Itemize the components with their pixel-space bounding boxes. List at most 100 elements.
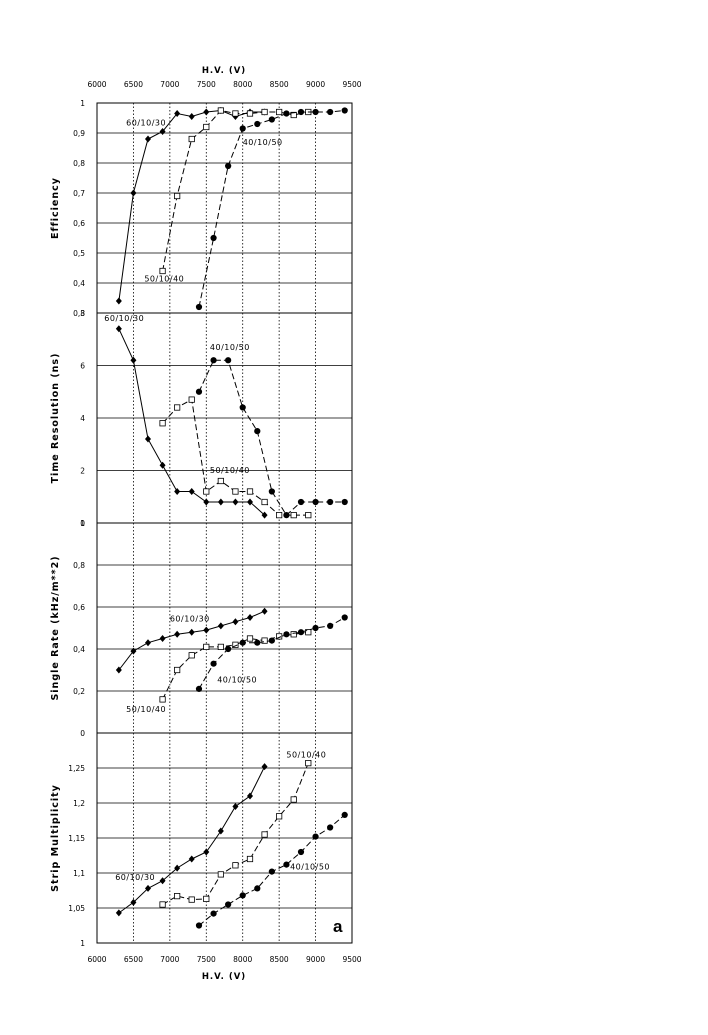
point-60-10-30-8100	[247, 498, 253, 506]
point-50-10-40-8900	[305, 760, 312, 767]
point-50-10-40-7300	[188, 396, 195, 403]
y-tick-label: 0	[80, 729, 85, 738]
point-40-10-50-7800	[225, 162, 232, 170]
point-50-10-40-7900	[232, 641, 239, 648]
point-50-10-40-8900	[305, 512, 312, 519]
point-50-10-40-6900	[159, 901, 166, 908]
x-tick-top-7000: 7000	[160, 80, 179, 89]
point-40-10-50-8400	[268, 868, 275, 875]
point-60-10-30-7500	[203, 498, 210, 506]
y-tick-label: 0,9	[73, 129, 85, 138]
point-50-10-40-7300	[188, 896, 195, 903]
point-50-10-40-8500	[276, 108, 283, 116]
plot-frame	[96, 102, 353, 314]
series-40-10-50	[195, 107, 348, 311]
x-tick-bottom-6500: 6500	[124, 955, 143, 964]
point-40-10-50-8000	[239, 404, 246, 411]
point-60-10-30-6500	[130, 189, 137, 197]
point-60-10-30-7500	[203, 108, 210, 116]
x-tick-bottom-7000: 7000	[160, 955, 179, 964]
series-annotation-50-10-40: 50/10/40	[286, 751, 326, 760]
point-50-10-40-8100	[246, 635, 254, 642]
point-40-10-50-9000	[312, 624, 319, 632]
series-60-10-30	[115, 763, 268, 917]
x-tick-top-6000: 6000	[87, 80, 106, 89]
x-tick-bottom-9500: 9500	[342, 955, 361, 964]
point-40-10-50-8600	[283, 110, 290, 117]
y-tick-label: 6	[80, 362, 85, 371]
y-tick-label: 1,25	[68, 764, 85, 773]
point-50-10-40-8300	[261, 831, 268, 838]
y-tick-label: 2	[80, 467, 85, 476]
point-40-10-50-9200	[327, 824, 334, 831]
point-60-10-30-7900	[232, 498, 239, 506]
point-40-10-50-7400	[195, 922, 203, 929]
point-60-10-30-7700	[217, 498, 224, 506]
point-40-10-50-9000	[312, 498, 319, 506]
point-50-10-40-8500	[276, 813, 283, 820]
point-60-10-30-6900	[159, 461, 166, 469]
point-50-10-40-8100	[246, 855, 254, 863]
series-annotation-40-10-50: 40/10/50	[290, 863, 330, 872]
series-annotation-50-10-40: 50/10/40	[144, 275, 184, 284]
point-60-10-30-7900	[232, 618, 239, 626]
point-60-10-30-6700	[145, 435, 151, 443]
point-60-10-30-7300	[188, 628, 195, 636]
y-tick-label: 0	[80, 519, 85, 528]
y-tick-label: 0,3	[73, 309, 85, 318]
y-tick-label: 1	[80, 519, 85, 528]
point-50-10-40-6900	[159, 420, 166, 427]
point-40-10-50-9400	[341, 614, 348, 621]
point-40-10-50-8200	[254, 885, 261, 892]
point-40-10-50-8400	[268, 488, 275, 495]
point-40-10-50-7800	[225, 357, 232, 364]
point-50-10-40-8100	[246, 110, 254, 117]
series-annotation-60-10-30: 60/10/30	[115, 873, 155, 882]
point-60-10-30-6300	[115, 666, 122, 674]
series-annotation-50-10-40: 50/10/40	[210, 466, 250, 475]
y-tick-label: 1	[80, 939, 85, 948]
y-axis-label: Single Rate (kHz/m**2)	[50, 555, 61, 700]
point-50-10-40-8500	[276, 512, 283, 519]
point-40-10-50-8200	[254, 639, 261, 646]
point-50-10-40-7900	[232, 110, 239, 117]
y-axis-label: Efficiency	[50, 177, 61, 239]
series-annotation-50-10-40: 50/10/40	[126, 705, 166, 714]
y-tick-label: 0,7	[73, 189, 85, 198]
y-tick-label: 0,6	[73, 219, 85, 228]
point-50-10-40-7500	[203, 895, 210, 903]
series-40-10-50	[195, 811, 348, 929]
point-60-10-30-6300	[115, 909, 122, 917]
series-annotation-40-10-50: 40/10/50	[217, 676, 257, 685]
point-40-10-50-9400	[341, 107, 348, 114]
point-60-10-30-7700	[217, 827, 224, 835]
point-40-10-50-8000	[239, 639, 246, 646]
y-axis-label: Strip Multiplicity	[50, 784, 61, 892]
point-40-10-50-7400	[195, 685, 203, 693]
y-tick-label: 0,6	[73, 603, 85, 612]
point-40-10-50-8400	[268, 116, 275, 123]
point-50-10-40-8300	[261, 637, 268, 644]
point-40-10-50-8600	[283, 861, 290, 868]
x-tick-top-8000: 8000	[233, 80, 252, 89]
y-tick-label: 8	[80, 309, 85, 318]
point-40-10-50-9000	[312, 833, 319, 840]
point-40-10-50-8600	[283, 512, 290, 519]
x-tick-top-9000: 9000	[306, 80, 325, 89]
point-50-10-40-6900	[159, 267, 166, 275]
y-tick-label: 0,5	[73, 249, 85, 258]
point-50-10-40-8100	[246, 488, 254, 495]
point-60-10-30-8100	[247, 792, 253, 800]
y-tick-label: 0,8	[73, 159, 85, 168]
x-tick-top-9500: 9500	[342, 80, 361, 89]
x-tick-top-7500: 7500	[197, 80, 216, 89]
series-annotation-60-10-30: 60/10/30	[170, 615, 210, 624]
point-60-10-30-7100	[174, 864, 181, 872]
x-tick-bottom-6000: 6000	[87, 955, 106, 964]
point-40-10-50-8000	[239, 892, 246, 899]
panel-efficiency: 0,3 0,4 0,5 0,6 0,7 0,8 0,9 1 Efficiency 60/10/30…	[50, 99, 353, 318]
point-40-10-50-8800	[297, 629, 305, 636]
x-axis-title-bottom: H.V. (V)	[202, 972, 246, 982]
point-50-10-40-8700	[290, 796, 297, 803]
x-tick-top-6500: 6500	[124, 80, 143, 89]
